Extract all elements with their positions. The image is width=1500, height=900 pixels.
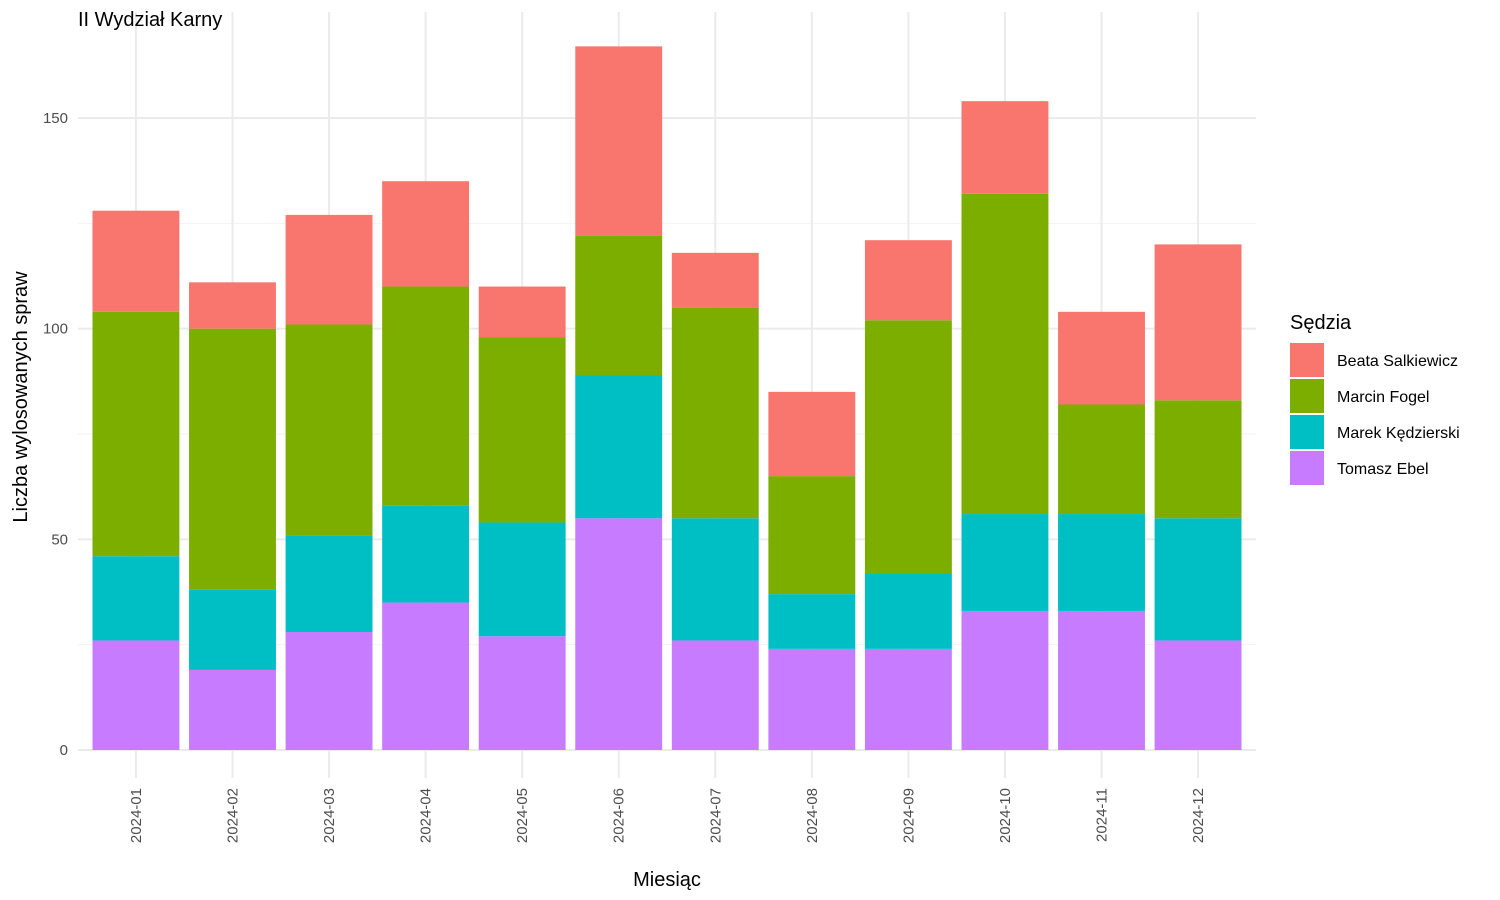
bar-segment bbox=[961, 101, 1049, 194]
x-tick-label: 2024-05 bbox=[514, 788, 531, 843]
bar-segment bbox=[382, 181, 470, 287]
bar-segment bbox=[285, 632, 373, 750]
bar-segment bbox=[285, 324, 373, 536]
x-tick-label: 2024-01 bbox=[128, 788, 145, 843]
bar-segment bbox=[671, 307, 759, 519]
bar-segment bbox=[864, 648, 952, 750]
x-tick-label: 2024-07 bbox=[707, 788, 724, 843]
bar-segment bbox=[92, 311, 180, 557]
x-tick-label: 2024-04 bbox=[418, 788, 435, 843]
legend-swatch bbox=[1290, 451, 1324, 485]
bar-segment bbox=[768, 476, 856, 595]
x-tick-label: 2024-09 bbox=[900, 788, 917, 843]
bar-segment bbox=[864, 320, 952, 574]
bar-segment bbox=[382, 286, 470, 506]
x-tick-label: 2024-02 bbox=[224, 788, 241, 843]
bar-segment bbox=[92, 640, 180, 750]
x-tick-label: 2024-03 bbox=[321, 788, 338, 843]
legend-label: Tomasz Ebel bbox=[1337, 461, 1429, 478]
bar-segment bbox=[768, 648, 856, 750]
bars-layer bbox=[92, 46, 1242, 750]
bar-segment bbox=[382, 505, 470, 603]
bar-segment bbox=[1154, 244, 1242, 401]
bar-segment bbox=[671, 640, 759, 750]
bar-segment bbox=[768, 594, 856, 649]
bar-segment bbox=[478, 636, 566, 750]
bar-segment bbox=[1058, 311, 1145, 405]
bar-segment bbox=[671, 518, 759, 641]
legend-label: Beata Salkiewicz bbox=[1337, 353, 1458, 370]
legend-title: Sędzia bbox=[1290, 312, 1352, 334]
x-axis-title: Miesiąc bbox=[633, 869, 701, 891]
bar-segment bbox=[575, 375, 663, 519]
x-tick-label: 2024-11 bbox=[1094, 788, 1111, 842]
chart-title: II Wydział Karny bbox=[78, 9, 222, 31]
axis-layer: 0 50 100 150 2024-01 2024-02 2024-03 2024-04 202… bbox=[43, 110, 1207, 843]
y-tick-label: 100 bbox=[43, 321, 68, 338]
bar-segment bbox=[671, 252, 759, 308]
bar-segment bbox=[478, 286, 566, 338]
bar-segment bbox=[1154, 518, 1242, 641]
bar-segment bbox=[189, 669, 276, 750]
y-tick-label: 0 bbox=[60, 742, 68, 759]
bar-segment bbox=[189, 589, 276, 670]
y-tick-label: 150 bbox=[43, 110, 68, 127]
x-tick-label: 2024-10 bbox=[997, 788, 1014, 843]
bar-segment bbox=[961, 514, 1049, 611]
legend-swatch bbox=[1290, 343, 1324, 377]
bar-segment bbox=[1058, 610, 1145, 750]
bar-segment bbox=[864, 240, 952, 321]
legend-label: Marcin Fogel bbox=[1337, 389, 1429, 406]
bar-segment bbox=[768, 391, 856, 477]
y-axis-title: Liczba wylosowanych spraw bbox=[10, 271, 32, 523]
bar-segment bbox=[285, 535, 373, 633]
bar-segment bbox=[1058, 514, 1145, 611]
bar-segment bbox=[961, 610, 1049, 750]
bar-segment bbox=[961, 193, 1049, 515]
legend-swatch bbox=[1290, 415, 1324, 449]
bar-segment bbox=[575, 235, 663, 376]
x-tick-label: 2024-06 bbox=[611, 788, 628, 843]
bar-segment bbox=[189, 282, 276, 329]
bar-segment bbox=[92, 210, 180, 312]
legend-label: Marek Kędzierski bbox=[1337, 425, 1460, 442]
bar-segment bbox=[575, 518, 663, 750]
bar-segment bbox=[285, 214, 373, 325]
x-tick-label: 2024-08 bbox=[804, 788, 821, 843]
bar-segment bbox=[575, 46, 663, 236]
bar-segment bbox=[478, 522, 566, 637]
bar-segment bbox=[382, 602, 470, 750]
legend-swatch bbox=[1290, 379, 1324, 413]
y-tick-label: 50 bbox=[51, 531, 68, 548]
bar-segment bbox=[189, 328, 276, 590]
bar-segment bbox=[864, 573, 952, 649]
bar-segment bbox=[1058, 404, 1145, 515]
x-tick-label: 2024-12 bbox=[1190, 788, 1207, 843]
bar-segment bbox=[478, 337, 566, 523]
bar-segment bbox=[1154, 640, 1242, 750]
bar-segment bbox=[1154, 400, 1242, 519]
bar-segment bbox=[92, 556, 180, 641]
legend: Sędzia Beata Salkiewicz Marcin Fogel Marek… bbox=[1290, 312, 1460, 485]
